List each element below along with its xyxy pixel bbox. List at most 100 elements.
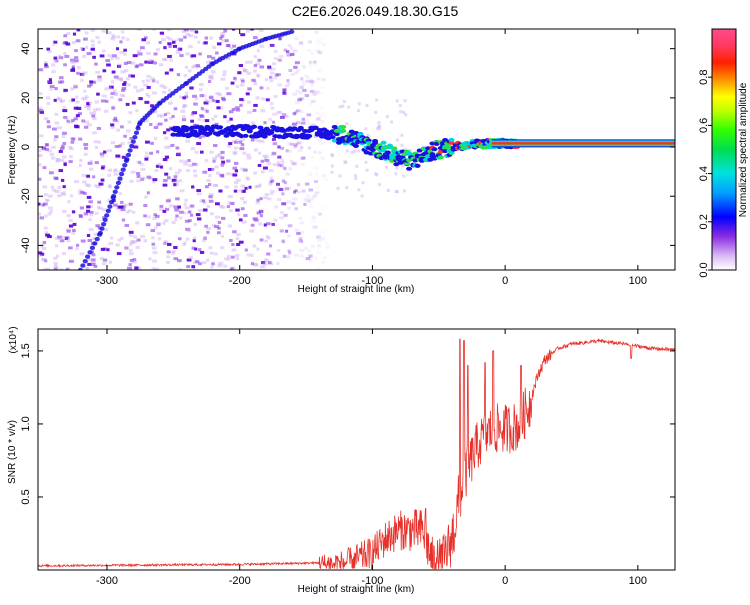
noise-speck bbox=[278, 37, 282, 41]
noise-speck bbox=[162, 209, 167, 213]
noise-speck bbox=[204, 36, 209, 40]
noise-speck bbox=[235, 257, 240, 261]
noise-speck bbox=[253, 82, 258, 86]
noise-speck bbox=[108, 260, 113, 264]
noise-speck bbox=[301, 82, 306, 86]
noise-speck bbox=[315, 267, 320, 270]
noise-speck bbox=[152, 178, 158, 182]
noise-speck bbox=[322, 214, 326, 218]
x-tick-label: -200 bbox=[229, 575, 251, 587]
noise-speck bbox=[327, 219, 331, 222]
noise-speck bbox=[118, 98, 123, 102]
noise-speck bbox=[277, 111, 283, 115]
descending-trace-point bbox=[92, 241, 98, 246]
noise-speck bbox=[321, 78, 326, 82]
noise-speck bbox=[204, 98, 208, 102]
noise-speck bbox=[58, 268, 64, 270]
x-tick-label: 100 bbox=[629, 575, 647, 587]
noise-speck bbox=[344, 160, 348, 164]
noise-speck bbox=[121, 36, 126, 40]
noise-speck bbox=[105, 99, 109, 103]
noise-speck bbox=[42, 166, 47, 170]
noise-speck bbox=[267, 67, 272, 71]
noise-speck bbox=[402, 110, 406, 114]
noise-speck bbox=[179, 54, 184, 58]
noise-speck bbox=[304, 182, 310, 186]
noise-speck bbox=[172, 44, 178, 48]
noise-speck bbox=[94, 100, 99, 104]
noise-speck bbox=[299, 85, 304, 89]
noise-speck bbox=[152, 251, 158, 255]
noise-speck bbox=[202, 108, 208, 112]
noise-speck bbox=[67, 200, 71, 204]
colorbar-label: Normalized spectral amplitude bbox=[738, 82, 749, 217]
noise-speck bbox=[277, 155, 282, 159]
noise-speck bbox=[100, 247, 106, 251]
noise-speck bbox=[118, 192, 122, 196]
colorbar-ticks: 0.0 0.2 0.4 0.6 0.8 bbox=[698, 70, 712, 278]
spectrogram-background bbox=[38, 29, 675, 270]
noise-speck bbox=[163, 240, 169, 244]
noise-speck bbox=[124, 203, 128, 207]
noise-speck bbox=[116, 35, 120, 39]
main-line-blob bbox=[403, 161, 410, 166]
descending-trace-point bbox=[108, 199, 115, 205]
noise-speck bbox=[187, 159, 191, 163]
noise-speck bbox=[308, 172, 313, 176]
noise-speck bbox=[113, 203, 118, 207]
noise-speck bbox=[264, 258, 268, 262]
noise-speck bbox=[198, 52, 202, 56]
descending-trace-point bbox=[107, 204, 113, 209]
noise-speck bbox=[63, 63, 67, 67]
noise-speck bbox=[347, 105, 351, 109]
noise-speck bbox=[44, 259, 48, 263]
noise-speck bbox=[192, 260, 198, 264]
noise-speck bbox=[128, 248, 133, 252]
noise-speck bbox=[159, 208, 164, 212]
noise-speck bbox=[150, 76, 155, 80]
noise-speck bbox=[318, 212, 323, 216]
noise-speck bbox=[321, 77, 327, 81]
noise-speck bbox=[46, 47, 51, 51]
noise-speck bbox=[310, 83, 314, 87]
noise-speck bbox=[395, 138, 399, 142]
noise-speck bbox=[298, 237, 303, 241]
noise-speck bbox=[56, 158, 61, 162]
noise-speck bbox=[217, 226, 221, 230]
noise-speck bbox=[342, 100, 346, 104]
noise-speck bbox=[292, 49, 296, 53]
noise-speck bbox=[155, 48, 160, 52]
noise-speck bbox=[203, 208, 208, 212]
main-line-blob bbox=[372, 138, 379, 143]
noise-speck bbox=[136, 89, 141, 93]
noise-speck bbox=[54, 121, 60, 125]
noise-speck bbox=[279, 210, 284, 214]
descending-trace-point bbox=[94, 236, 100, 242]
noise-speck bbox=[211, 262, 215, 266]
noise-speck bbox=[324, 235, 328, 238]
y-tick-label: 1.0 bbox=[20, 416, 32, 431]
noise-speck bbox=[47, 194, 53, 198]
noise-speck bbox=[281, 240, 286, 244]
noise-speck bbox=[59, 159, 65, 163]
noise-speck bbox=[164, 118, 168, 122]
colorbar-bar bbox=[711, 28, 737, 271]
noise-speck bbox=[375, 173, 379, 177]
main-line-blob bbox=[242, 133, 249, 138]
noise-speck bbox=[143, 239, 148, 243]
noise-speck bbox=[129, 240, 134, 244]
noise-speck bbox=[188, 45, 193, 49]
noise-speck bbox=[398, 103, 402, 107]
noise-speck bbox=[323, 178, 329, 182]
noise-speck bbox=[273, 56, 278, 60]
noise-speck bbox=[101, 29, 107, 33]
noise-speck bbox=[167, 242, 172, 246]
noise-speck bbox=[309, 80, 315, 84]
noise-speck bbox=[345, 122, 349, 126]
noise-speck bbox=[151, 246, 157, 250]
noise-speck bbox=[119, 93, 124, 97]
noise-speck bbox=[80, 239, 86, 243]
noise-speck bbox=[162, 85, 168, 89]
noise-speck bbox=[265, 235, 270, 239]
noise-speck bbox=[78, 189, 83, 193]
